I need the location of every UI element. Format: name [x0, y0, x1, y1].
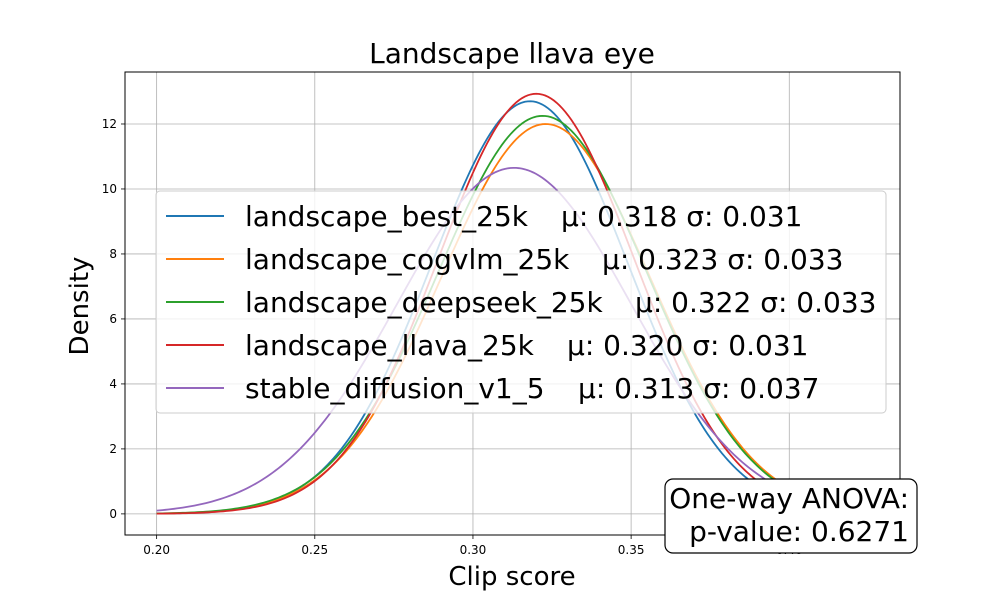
y-tick-label: 4 [109, 377, 117, 391]
y-tick-label: 12 [102, 117, 117, 131]
legend-stats: μ: 0.323 σ: 0.033 [602, 243, 843, 276]
anova-annotation: One-way ANOVA: p-value: 0.6271 [664, 478, 918, 554]
legend-stats: μ: 0.313 σ: 0.037 [578, 372, 819, 405]
anova-line-1: One-way ANOVA: [669, 482, 909, 515]
y-tick-label: 2 [109, 442, 117, 456]
anova-box [664, 478, 918, 554]
y-axis-title: Density [65, 257, 95, 356]
legend-label: stable_diffusion_v1_5 [245, 372, 545, 405]
x-tick-label: 0.25 [301, 543, 328, 557]
series-line-stable-diffusion-v1-5 [156, 166, 853, 512]
legend-stats: μ: 0.320 σ: 0.031 [567, 329, 808, 362]
legend-label: landscape_best_25k [245, 200, 529, 233]
y-tick-label: 6 [109, 312, 117, 326]
y-axis-ticks: 0 2 4 6 8 10 12 [102, 117, 125, 521]
y-tick-label: 8 [109, 247, 117, 261]
x-tick-label: 0.35 [618, 543, 645, 557]
x-tick-label: 0.30 [460, 543, 487, 557]
series-line-landscape-llava-25k [156, 92, 853, 515]
chart-title: Landscape llava eye [369, 37, 655, 70]
legend-stats: μ: 0.318 σ: 0.031 [561, 200, 802, 233]
legend-label: landscape_deepseek_25k [245, 286, 603, 319]
y-tick-label: 10 [102, 182, 117, 196]
legend: landscape_best_25k μ: 0.318 σ: 0.031 lands… [155, 190, 887, 414]
anova-line-2: p-value: 0.6271 [689, 515, 909, 548]
x-axis-title: Clip score [448, 562, 575, 592]
series-line-landscape-deepseek-25k [156, 114, 853, 515]
legend-stats: μ: 0.322 σ: 0.033 [635, 286, 876, 319]
y-tick-label: 0 [109, 507, 117, 521]
legend-label: landscape_cogvlm_25k [245, 243, 570, 276]
plot-frame [124, 71, 901, 536]
series-line-landscape-cogvlm-25k [156, 123, 853, 515]
series-lines [156, 92, 853, 515]
legend-box [155, 190, 887, 414]
legend-label: landscape_llava_25k [245, 329, 535, 362]
x-tick-label: 0.20 [143, 543, 170, 557]
